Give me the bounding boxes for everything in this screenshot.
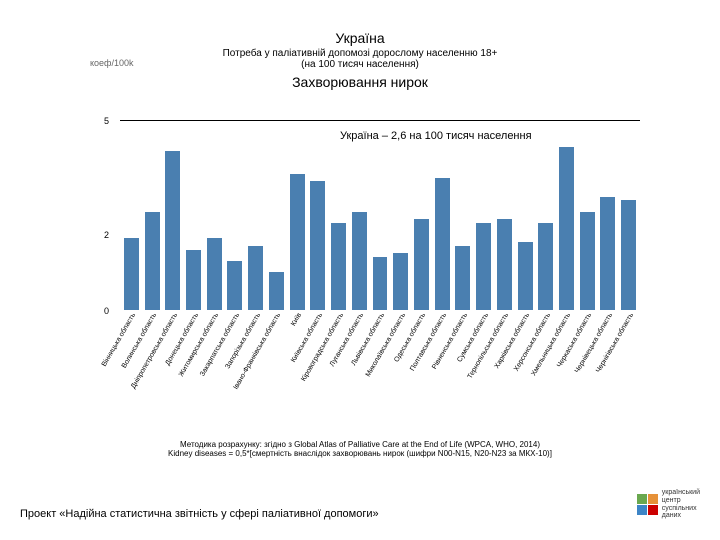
bar bbox=[186, 250, 201, 310]
bar-slot bbox=[557, 121, 576, 310]
bar bbox=[393, 253, 408, 310]
bar-slot bbox=[288, 121, 307, 310]
bar bbox=[476, 223, 491, 310]
method-line1: Методика розрахунку: згідно з Global Atl… bbox=[0, 440, 720, 449]
bar bbox=[227, 261, 242, 310]
method-line2: Kidney diseases = 0,5*[смертність внаслі… bbox=[0, 449, 720, 458]
bar bbox=[352, 212, 367, 310]
bar bbox=[207, 238, 222, 310]
bar-slot bbox=[412, 121, 431, 310]
logo-icon bbox=[637, 494, 658, 515]
title-country: Україна bbox=[0, 30, 720, 46]
project-note: Проект «Надійна статистична звітність у … bbox=[20, 508, 400, 520]
bar bbox=[269, 272, 284, 310]
plot-area: 025 bbox=[120, 120, 640, 310]
bar bbox=[145, 212, 160, 310]
bar bbox=[559, 147, 574, 310]
bar-slot bbox=[619, 121, 638, 310]
title-disease: Захворювання нирок bbox=[0, 74, 720, 90]
bar bbox=[124, 238, 139, 310]
x-label: Чернігівська область bbox=[595, 312, 635, 374]
bar-slot bbox=[308, 121, 327, 310]
bar-slot bbox=[495, 121, 514, 310]
bar bbox=[331, 223, 346, 310]
x-label: Київ bbox=[290, 312, 303, 327]
yaxis-label: коеф/100k bbox=[90, 58, 133, 68]
bar-slot bbox=[163, 121, 182, 310]
bar bbox=[497, 219, 512, 310]
bar bbox=[621, 200, 636, 310]
logo-text: український центр суспільних даних bbox=[662, 489, 700, 520]
bar bbox=[600, 197, 615, 310]
logo: український центр суспільних даних bbox=[637, 489, 700, 520]
x-label: Закарпатська область bbox=[199, 312, 241, 378]
bar-slot bbox=[122, 121, 141, 310]
method-note: Методика розрахунку: згідно з Global Atl… bbox=[0, 440, 720, 458]
bar bbox=[435, 178, 450, 310]
bar bbox=[455, 246, 470, 310]
bar bbox=[518, 242, 533, 310]
bar-slot bbox=[246, 121, 265, 310]
x-label: Хмельницька область bbox=[531, 312, 573, 377]
bar-slot bbox=[371, 121, 390, 310]
bar bbox=[310, 181, 325, 310]
bar-slot bbox=[329, 121, 348, 310]
bar-slot bbox=[226, 121, 245, 310]
bar bbox=[538, 223, 553, 310]
y-tick: 0 bbox=[104, 306, 109, 316]
bar-chart: 025 Вінницька областьВолинська областьДн… bbox=[100, 120, 640, 330]
y-tick: 5 bbox=[104, 116, 109, 126]
bar-slot bbox=[184, 121, 203, 310]
bar-slot bbox=[578, 121, 597, 310]
bar-slot bbox=[599, 121, 618, 310]
bar-slot bbox=[143, 121, 162, 310]
bar-slot bbox=[205, 121, 224, 310]
bar bbox=[373, 257, 388, 310]
bar-slot bbox=[474, 121, 493, 310]
x-label: Житомирська область bbox=[178, 312, 220, 378]
bar-slot bbox=[267, 121, 286, 310]
bar bbox=[290, 174, 305, 310]
x-label: Чернівецька область bbox=[574, 312, 614, 374]
bar bbox=[414, 219, 429, 310]
bar-slot bbox=[454, 121, 473, 310]
bar bbox=[580, 212, 595, 310]
chart-header: Україна Потреба у паліативній допомозі д… bbox=[0, 0, 720, 90]
bars-container bbox=[120, 121, 640, 310]
bar-slot bbox=[350, 121, 369, 310]
bar bbox=[248, 246, 263, 310]
bar bbox=[165, 151, 180, 310]
y-tick: 2 bbox=[104, 230, 109, 240]
bar-slot bbox=[516, 121, 535, 310]
bar-slot bbox=[433, 121, 452, 310]
bar-slot bbox=[536, 121, 555, 310]
bar-slot bbox=[391, 121, 410, 310]
